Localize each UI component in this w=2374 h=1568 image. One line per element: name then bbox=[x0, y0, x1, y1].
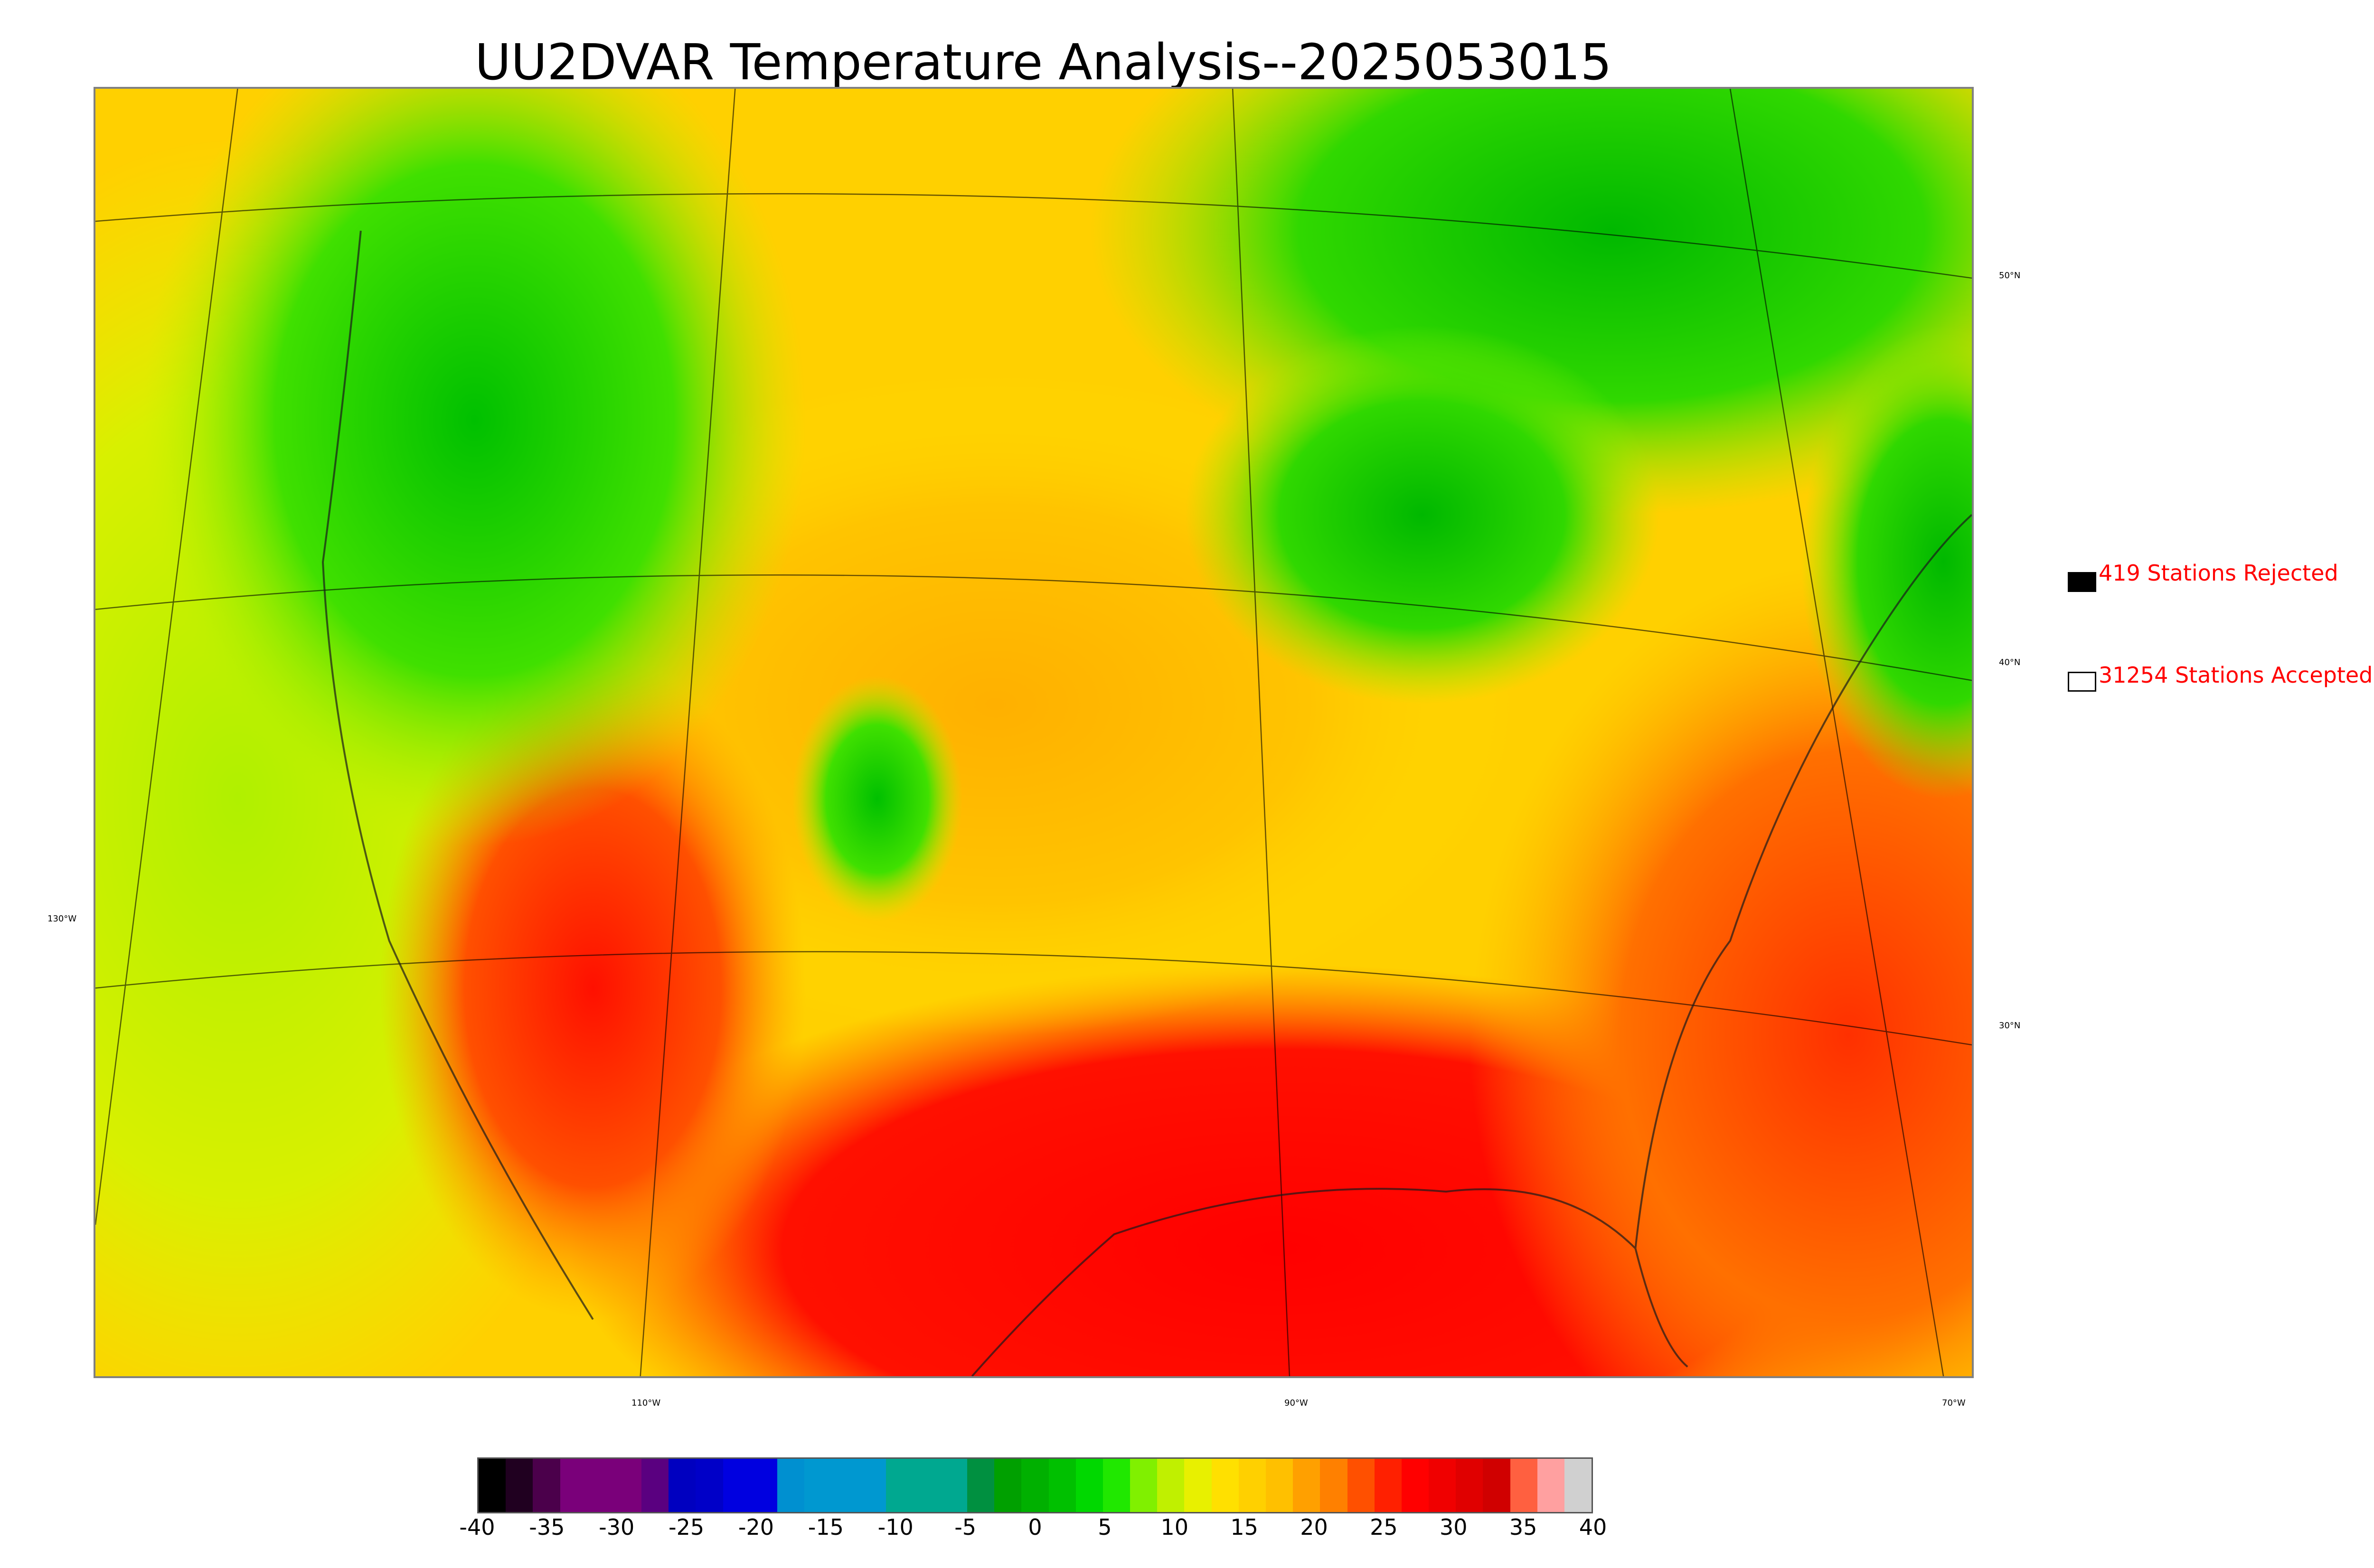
graticule-lines bbox=[95, 89, 1972, 1376]
colorbar-segment bbox=[1102, 1459, 1130, 1512]
colorbar-segment bbox=[1374, 1459, 1402, 1512]
colorbar-segment bbox=[696, 1459, 723, 1512]
colorbar-segment bbox=[1401, 1459, 1429, 1512]
rejected-stations-swatch bbox=[2068, 572, 2096, 592]
colorbar-segment bbox=[533, 1459, 560, 1512]
colorbar-segment bbox=[886, 1459, 913, 1512]
colorbar-tick-label: -30 bbox=[599, 1514, 635, 1540]
lat-label-50n: 50°N bbox=[1999, 271, 2021, 281]
colorbar-segment bbox=[940, 1459, 968, 1512]
colorbar-tick-label: 10 bbox=[1160, 1514, 1189, 1540]
colorbar-segment bbox=[1293, 1459, 1320, 1512]
colorbar-segment bbox=[1021, 1459, 1049, 1512]
colorbar-tick-label: 30 bbox=[1439, 1514, 1468, 1540]
temperature-field-svg bbox=[95, 89, 1972, 1376]
colorbar-segment bbox=[614, 1459, 642, 1512]
lon-label-110w: 110°W bbox=[631, 1398, 661, 1408]
colorbar-tick-label: -40 bbox=[459, 1514, 495, 1540]
colorbar-segment bbox=[560, 1459, 587, 1512]
colorbar-segment bbox=[506, 1459, 533, 1512]
colorbar-tick-label: -25 bbox=[669, 1514, 705, 1540]
colorbar-segment bbox=[804, 1459, 832, 1512]
colorbar-tick-label: 5 bbox=[1098, 1514, 1112, 1540]
lon-label-130w: 130°W bbox=[47, 914, 77, 924]
colorbar-tick-label: 35 bbox=[1509, 1514, 1537, 1540]
colorbar-segment bbox=[1184, 1459, 1212, 1512]
colorbar-tick-label: -10 bbox=[877, 1514, 914, 1540]
colorbar-segment bbox=[1510, 1459, 1537, 1512]
colorbar-tick-label: 0 bbox=[1028, 1514, 1042, 1540]
colorbar-segment bbox=[913, 1459, 940, 1512]
colorbar-segment bbox=[1238, 1459, 1266, 1512]
accepted-stations-swatch bbox=[2068, 672, 2096, 692]
colorbar-segment bbox=[858, 1459, 886, 1512]
colorbar-tick-label: 40 bbox=[1579, 1514, 1607, 1540]
colorbar-segment bbox=[1048, 1459, 1076, 1512]
colorbar-segment bbox=[967, 1459, 995, 1512]
rejected-stations-label: 419 Stations Rejected bbox=[2099, 560, 2338, 586]
colorbar-segment bbox=[1347, 1459, 1375, 1512]
colorbar-segment bbox=[479, 1459, 506, 1512]
map-title: UU2DVAR Temperature Analysis--2025053015 bbox=[475, 33, 1612, 91]
colorbar-segment bbox=[1075, 1459, 1103, 1512]
lat-label-30n: 30°N bbox=[1999, 1021, 2021, 1031]
lat-label-40n: 40°N bbox=[1999, 657, 2021, 667]
colorbar-segment bbox=[641, 1459, 669, 1512]
colorbar-tick-label: -15 bbox=[808, 1514, 844, 1540]
colorbar-segment bbox=[1157, 1459, 1185, 1512]
colorbar-tick-label: -5 bbox=[954, 1514, 977, 1540]
colorbar-tick-label: 25 bbox=[1370, 1514, 1398, 1540]
colorbar-tick-label: 20 bbox=[1300, 1514, 1328, 1540]
colorbar-segment bbox=[1429, 1459, 1456, 1512]
colorbar-segment bbox=[1537, 1459, 1564, 1512]
coastline-outline bbox=[322, 230, 1972, 1376]
colorbar-segment bbox=[587, 1459, 614, 1512]
colorbar-segment bbox=[1564, 1459, 1592, 1512]
accepted-stations-label: 31254 Stations Accepted bbox=[2099, 662, 2373, 688]
colorbar-segment bbox=[1211, 1459, 1239, 1512]
colorbar-segment bbox=[831, 1459, 859, 1512]
colorbar-segment bbox=[1265, 1459, 1293, 1512]
lon-label-70w: 70°W bbox=[1942, 1398, 1966, 1408]
colorbar-segment bbox=[1483, 1459, 1510, 1512]
colorbar-segment bbox=[1130, 1459, 1158, 1512]
lon-label-90w: 90°W bbox=[1284, 1398, 1308, 1408]
colorbar-segment bbox=[777, 1459, 805, 1512]
temperature-colorbar bbox=[477, 1457, 1593, 1513]
colorbar-segment bbox=[1320, 1459, 1347, 1512]
colorbar-tick-label: -20 bbox=[738, 1514, 774, 1540]
colorbar-tick-label: -35 bbox=[529, 1514, 565, 1540]
colorbar-segment bbox=[723, 1459, 750, 1512]
colorbar-segment bbox=[994, 1459, 1022, 1512]
colorbar-tick-label: 15 bbox=[1230, 1514, 1258, 1540]
colorbar-segment bbox=[750, 1459, 777, 1512]
colorbar-segment bbox=[1456, 1459, 1483, 1512]
colorbar-segment bbox=[669, 1459, 696, 1512]
temperature-map bbox=[94, 87, 1974, 1378]
